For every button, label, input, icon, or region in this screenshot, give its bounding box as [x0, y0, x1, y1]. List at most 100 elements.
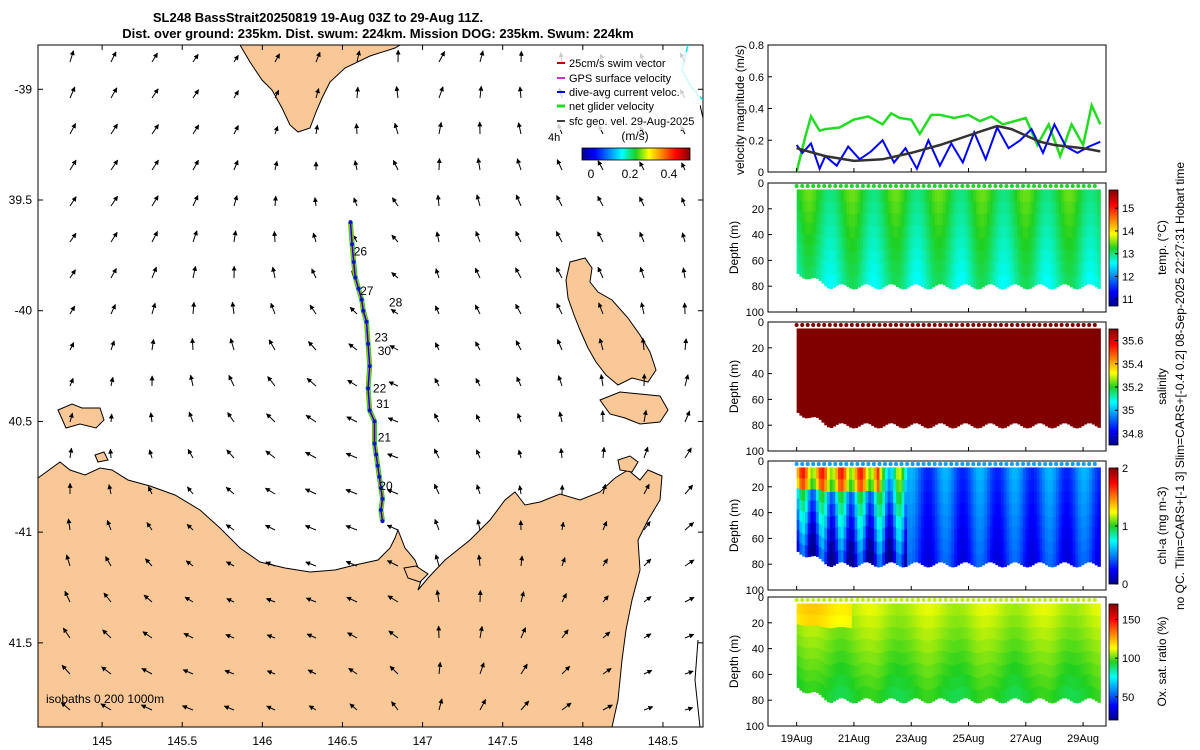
- temperature-cell: [851, 263, 856, 277]
- temperature-cell: [976, 214, 980, 228]
- salinity-cell: [824, 328, 828, 342]
- track-point: [351, 260, 356, 264]
- salinity-cell: [959, 412, 963, 425]
- oxygen-cell: [893, 615, 897, 628]
- chlorophyll-cell: [1050, 479, 1054, 493]
- oxygen-cell: [865, 603, 870, 616]
- current-vector: [345, 452, 358, 459]
- salinity-surface-dot: [938, 323, 943, 327]
- salinity-cell: [1080, 377, 1085, 390]
- oxygen-cell: [1083, 639, 1088, 652]
- salinity-cell: [1050, 402, 1054, 416]
- oxygen-cell: [1067, 675, 1071, 688]
- chlorophyll-cell: [813, 544, 817, 557]
- temperature-cell: [879, 226, 883, 240]
- temperature-cell: [1003, 275, 1008, 289]
- chlorophyll-cell: [1050, 504, 1054, 518]
- oxygen-cell: [840, 674, 845, 687]
- oxygen-cell: [907, 615, 911, 629]
- oxygen-cell: [1078, 665, 1082, 679]
- oxygen-cell: [901, 640, 905, 654]
- temperature-cell: [945, 262, 950, 275]
- temperature-cell: [909, 225, 914, 238]
- current-vector: [348, 343, 358, 351]
- oxygen-surface-dot: [1037, 598, 1042, 602]
- oxygen-cell: [978, 689, 983, 703]
- oxygen-cell: [815, 647, 820, 660]
- salinity-cell: [873, 390, 878, 403]
- temperature-cell: [1009, 249, 1013, 262]
- chlorophyll-cell: [1045, 467, 1049, 481]
- oxygen-cell: [989, 662, 994, 675]
- salinity-cell: [962, 375, 966, 389]
- temperature-cell: [849, 189, 853, 203]
- current-vector: [182, 669, 194, 675]
- salinity-cell: [1050, 365, 1054, 379]
- chlorophyll-cell: [871, 479, 875, 493]
- chlorophyll-cell: [915, 502, 919, 516]
- salinity-cell: [893, 376, 897, 389]
- map-axes: 145 145.5 146 146.5 147 147.5 148 148.5-3939.5-…: [9, 45, 703, 748]
- chlorophyll-cell: [1000, 467, 1005, 481]
- salinity-cell: [915, 375, 919, 388]
- salinity-cell: [873, 328, 878, 342]
- chlorophyll-cell: [815, 467, 820, 480]
- temperature-cell: [840, 260, 845, 273]
- temperature-cell: [1061, 236, 1065, 249]
- chlorophyll-cell: [945, 540, 950, 553]
- temperature-cell: [835, 189, 839, 203]
- chlorophyll-cell: [995, 540, 999, 554]
- salinity-cell: [1069, 401, 1074, 415]
- oxygen-surface-dot: [938, 598, 943, 602]
- salinity-cell: [1069, 352, 1074, 366]
- chlorophyll-cell: [987, 526, 991, 539]
- current-vector: [478, 85, 484, 99]
- chlorophyll-cell: [804, 500, 809, 513]
- salinity-cell: [1020, 340, 1024, 354]
- oxygen-cell: [821, 603, 825, 616]
- oxygen-cell: [970, 627, 974, 641]
- oxygen-cell: [1000, 603, 1005, 617]
- temperature-cell: [827, 214, 831, 227]
- oxygen-cell: [1042, 603, 1046, 616]
- chlorophyll-cell: [973, 479, 977, 493]
- temperature-cell: [1022, 214, 1027, 228]
- temperature-cell: [862, 260, 867, 273]
- chlorophyll-cell: [884, 527, 889, 540]
- salinity-cell: [1039, 410, 1043, 424]
- temperature-cell: [1009, 213, 1013, 226]
- chlorophyll-cell: [1086, 479, 1090, 492]
- temperature-cell: [871, 262, 875, 275]
- chlorophyll-cell: [857, 491, 861, 505]
- temperature-cell: [995, 250, 999, 263]
- salinity-cell: [1020, 413, 1024, 427]
- salinity-cell: [1042, 411, 1046, 425]
- oxygen-cell: [890, 685, 894, 699]
- temperature-cell: [821, 271, 825, 284]
- temperature-cell: [821, 201, 825, 214]
- salinity-cell: [876, 365, 881, 379]
- oxygen-cell: [1025, 640, 1030, 654]
- oxygen-cell: [829, 665, 834, 679]
- chlorophyll-cell: [998, 479, 1002, 493]
- chlorophyll-cell: [934, 527, 939, 540]
- chlorophyll-cell: [804, 534, 809, 547]
- chlorophyll-cell: [1061, 549, 1065, 563]
- temperature-cell: [796, 199, 800, 212]
- oxygen-cell: [907, 676, 911, 690]
- oxygen-cell: [1047, 652, 1052, 666]
- oxygen-cell: [970, 615, 974, 629]
- chlorophyll-cell: [832, 540, 836, 554]
- temperature-cell: [827, 226, 831, 240]
- map-xtick-label: 147.5: [488, 734, 518, 748]
- oxygen-cell: [799, 657, 803, 669]
- chlorophyll-surface-dot: [1081, 462, 1086, 466]
- chlorophyll-cell: [1075, 517, 1079, 531]
- current-vector: [386, 560, 399, 567]
- oxygen-cell: [840, 615, 845, 628]
- salinity-ytick-label: 20: [752, 343, 764, 355]
- oxygen-cell: [1053, 615, 1057, 629]
- salinity-cell: [1000, 353, 1005, 367]
- salinity-cell: [959, 328, 963, 341]
